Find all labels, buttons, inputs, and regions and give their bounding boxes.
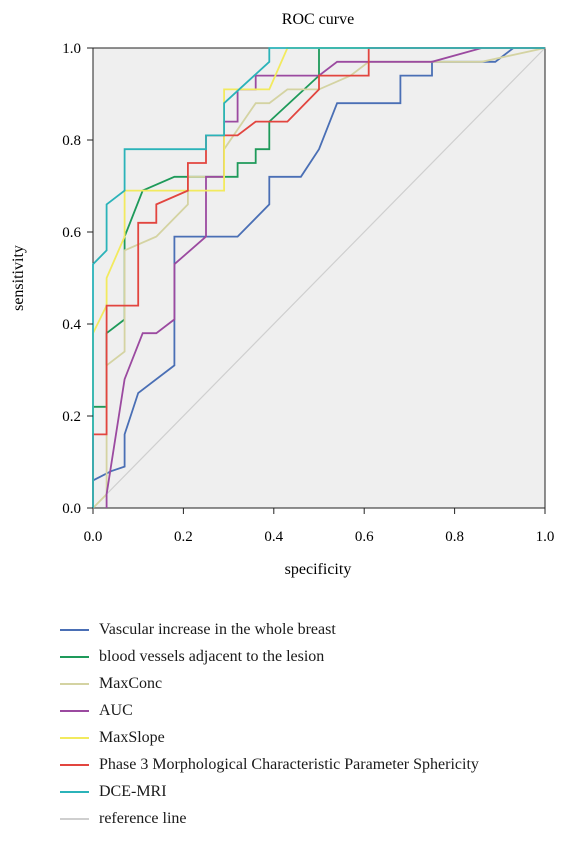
y-tick-label: 0.2 <box>62 409 81 425</box>
series-line-6 <box>92 47 545 508</box>
legend-swatch <box>60 818 89 820</box>
legend-label: AUC <box>99 702 133 719</box>
legend-item: reference line <box>60 807 555 830</box>
y-tick-label: 0.6 <box>62 225 81 241</box>
legend-swatch <box>60 710 89 712</box>
y-tick-label: 1.0 <box>62 41 81 57</box>
x-tick-label: 0.6 <box>355 529 374 545</box>
x-tick-label: 0.4 <box>264 529 283 545</box>
legend-item: MaxConc <box>60 672 555 695</box>
legend-swatch <box>60 791 89 793</box>
x-tick-label: 0.0 <box>84 529 103 545</box>
legend-swatch <box>60 629 89 631</box>
legend-label: MaxSlope <box>99 729 165 746</box>
series-line-3 <box>105 47 545 508</box>
legend-item: Vascular increase in the whole breast <box>60 618 555 641</box>
legend-swatch <box>60 683 89 685</box>
y-axis-label: sensitivity <box>10 245 27 311</box>
y-tick-label: 0.0 <box>62 501 81 517</box>
legend-swatch <box>60 656 89 658</box>
series-line-7 <box>92 47 546 509</box>
legend-label: Vascular increase in the whole breast <box>99 621 336 638</box>
x-tick-label: 0.2 <box>174 529 193 545</box>
legend-item: DCE-MRI <box>60 780 555 803</box>
x-axis-label: specificity <box>285 561 352 578</box>
legend-swatch <box>60 737 89 739</box>
x-tick-label: 1.0 <box>536 529 555 545</box>
legend-item: Phase 3 Morphological Characteristic Par… <box>60 753 555 776</box>
roc-chart: ROC curve 0.0 0.2 0.4 0.6 0.8 1.0 0.0 0.2 0.4 0.6… <box>10 11 554 578</box>
legend-label: MaxConc <box>99 675 163 692</box>
series-line-4 <box>92 47 545 508</box>
y-tick-label: 0.4 <box>62 317 81 333</box>
legend-item: MaxSlope <box>60 726 555 749</box>
axes-layer: 0.0 0.2 0.4 0.6 0.8 1.0 0.0 0.2 0.4 0.6 0.8 1.0 <box>62 41 554 545</box>
series-layer <box>92 47 546 509</box>
legend-label: DCE-MRI <box>99 783 167 800</box>
legend-label: blood vessels adjacent to the lesion <box>99 648 325 665</box>
legend-swatch <box>60 764 89 766</box>
legend-label: reference line <box>99 810 187 827</box>
x-tick-label: 0.8 <box>445 529 464 545</box>
legend-item: blood vessels adjacent to the lesion <box>60 645 555 668</box>
legend: Vascular increase in the whole breast blo… <box>60 618 555 834</box>
legend-label: Phase 3 Morphological Characteristic Par… <box>99 756 479 773</box>
chart-title: ROC curve <box>282 11 354 28</box>
series-line-0 <box>92 47 545 508</box>
legend-item: AUC <box>60 699 555 722</box>
y-tick-label: 0.8 <box>62 133 81 149</box>
series-line-5 <box>92 47 545 508</box>
